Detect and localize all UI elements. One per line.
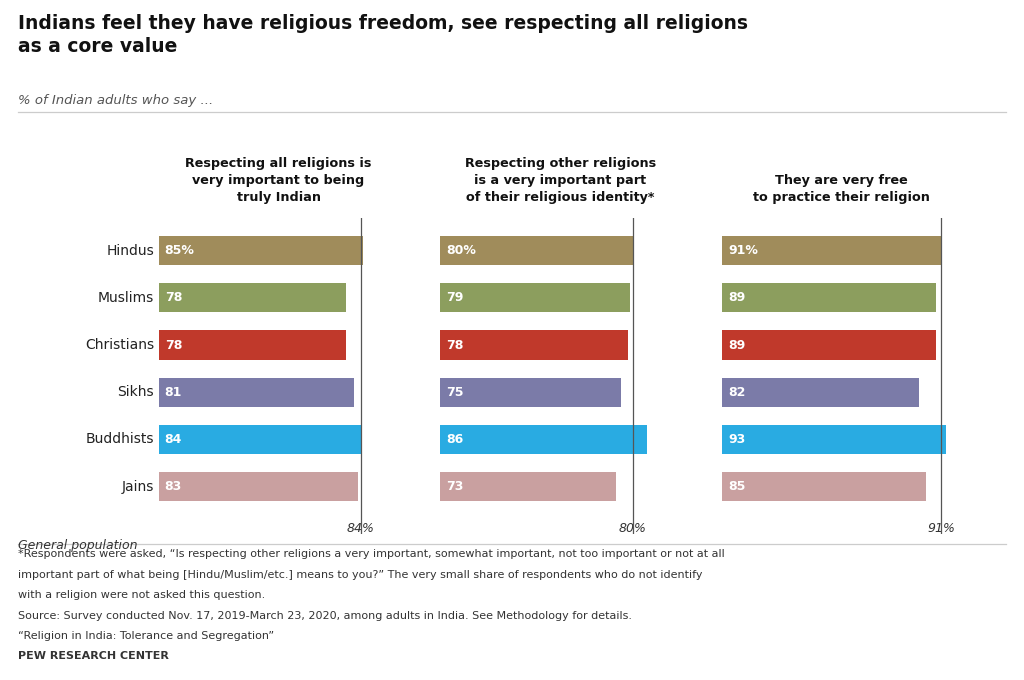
Text: 84%: 84% [347, 522, 375, 535]
Text: important part of what being [Hindu/Muslim/etc.] means to you?” The very small s: important part of what being [Hindu/Musl… [18, 570, 702, 580]
Text: Sikhs: Sikhs [118, 385, 154, 399]
Text: % of Indian adults who say ...: % of Indian adults who say ... [18, 94, 214, 107]
Text: 78: 78 [165, 291, 182, 305]
Bar [722, 472, 927, 501]
Text: Muslims: Muslims [97, 291, 154, 305]
Bar [722, 377, 920, 407]
Text: Buddhists: Buddhists [85, 432, 154, 446]
Text: Indians feel they have religious freedom, see respecting all religions
as a core: Indians feel they have religious freedom… [18, 14, 749, 56]
Text: 89: 89 [728, 339, 745, 352]
Bar [440, 330, 628, 360]
Bar [159, 283, 346, 313]
Text: 84: 84 [165, 433, 182, 446]
Text: 91%: 91% [927, 522, 954, 535]
Bar [440, 425, 647, 454]
Bar [722, 425, 946, 454]
Bar [440, 377, 621, 407]
Bar [159, 236, 364, 265]
Text: PEW RESEARCH CENTER: PEW RESEARCH CENTER [18, 651, 169, 662]
Text: 86: 86 [446, 433, 464, 446]
Text: 81: 81 [165, 386, 182, 398]
Text: *Respondents were asked, “Is respecting other religions a very important, somewh: *Respondents were asked, “Is respecting … [18, 549, 725, 560]
Text: 85%: 85% [165, 244, 195, 257]
Text: Hindus: Hindus [106, 243, 154, 258]
Text: They are very free
to practice their religion: They are very free to practice their rel… [754, 174, 930, 204]
Bar [722, 236, 941, 265]
Text: 80%: 80% [618, 522, 647, 535]
Text: 78: 78 [446, 339, 464, 352]
Bar [440, 472, 616, 501]
Bar [159, 377, 353, 407]
Text: 93: 93 [728, 433, 745, 446]
Text: 73: 73 [446, 480, 464, 493]
Text: 89: 89 [728, 291, 745, 305]
Bar [722, 330, 936, 360]
Text: Respecting other religions
is a very important part
of their religious identity*: Respecting other religions is a very imp… [465, 157, 655, 204]
Bar [440, 236, 633, 265]
Text: 75: 75 [446, 386, 464, 398]
Text: 82: 82 [728, 386, 745, 398]
Bar [159, 330, 346, 360]
Text: 80%: 80% [446, 244, 476, 257]
Text: 79: 79 [446, 291, 464, 305]
Bar [722, 283, 936, 313]
Text: with a religion were not asked this question.: with a religion were not asked this ques… [18, 590, 265, 600]
Bar [159, 472, 358, 501]
Text: General population: General population [18, 539, 138, 551]
Text: 83: 83 [165, 480, 182, 493]
Text: 78: 78 [165, 339, 182, 352]
Text: Respecting all religions is
very important to being
truly Indian: Respecting all religions is very importa… [185, 157, 372, 204]
Text: Jains: Jains [122, 479, 154, 494]
Text: 85: 85 [728, 480, 745, 493]
Text: 91%: 91% [728, 244, 758, 257]
Text: Christians: Christians [85, 338, 154, 352]
Bar [440, 283, 631, 313]
Bar [159, 425, 360, 454]
Text: “Religion in India: Tolerance and Segregation”: “Religion in India: Tolerance and Segreg… [18, 631, 274, 641]
Text: Source: Survey conducted Nov. 17, 2019-March 23, 2020, among adults in India. Se: Source: Survey conducted Nov. 17, 2019-M… [18, 611, 633, 621]
